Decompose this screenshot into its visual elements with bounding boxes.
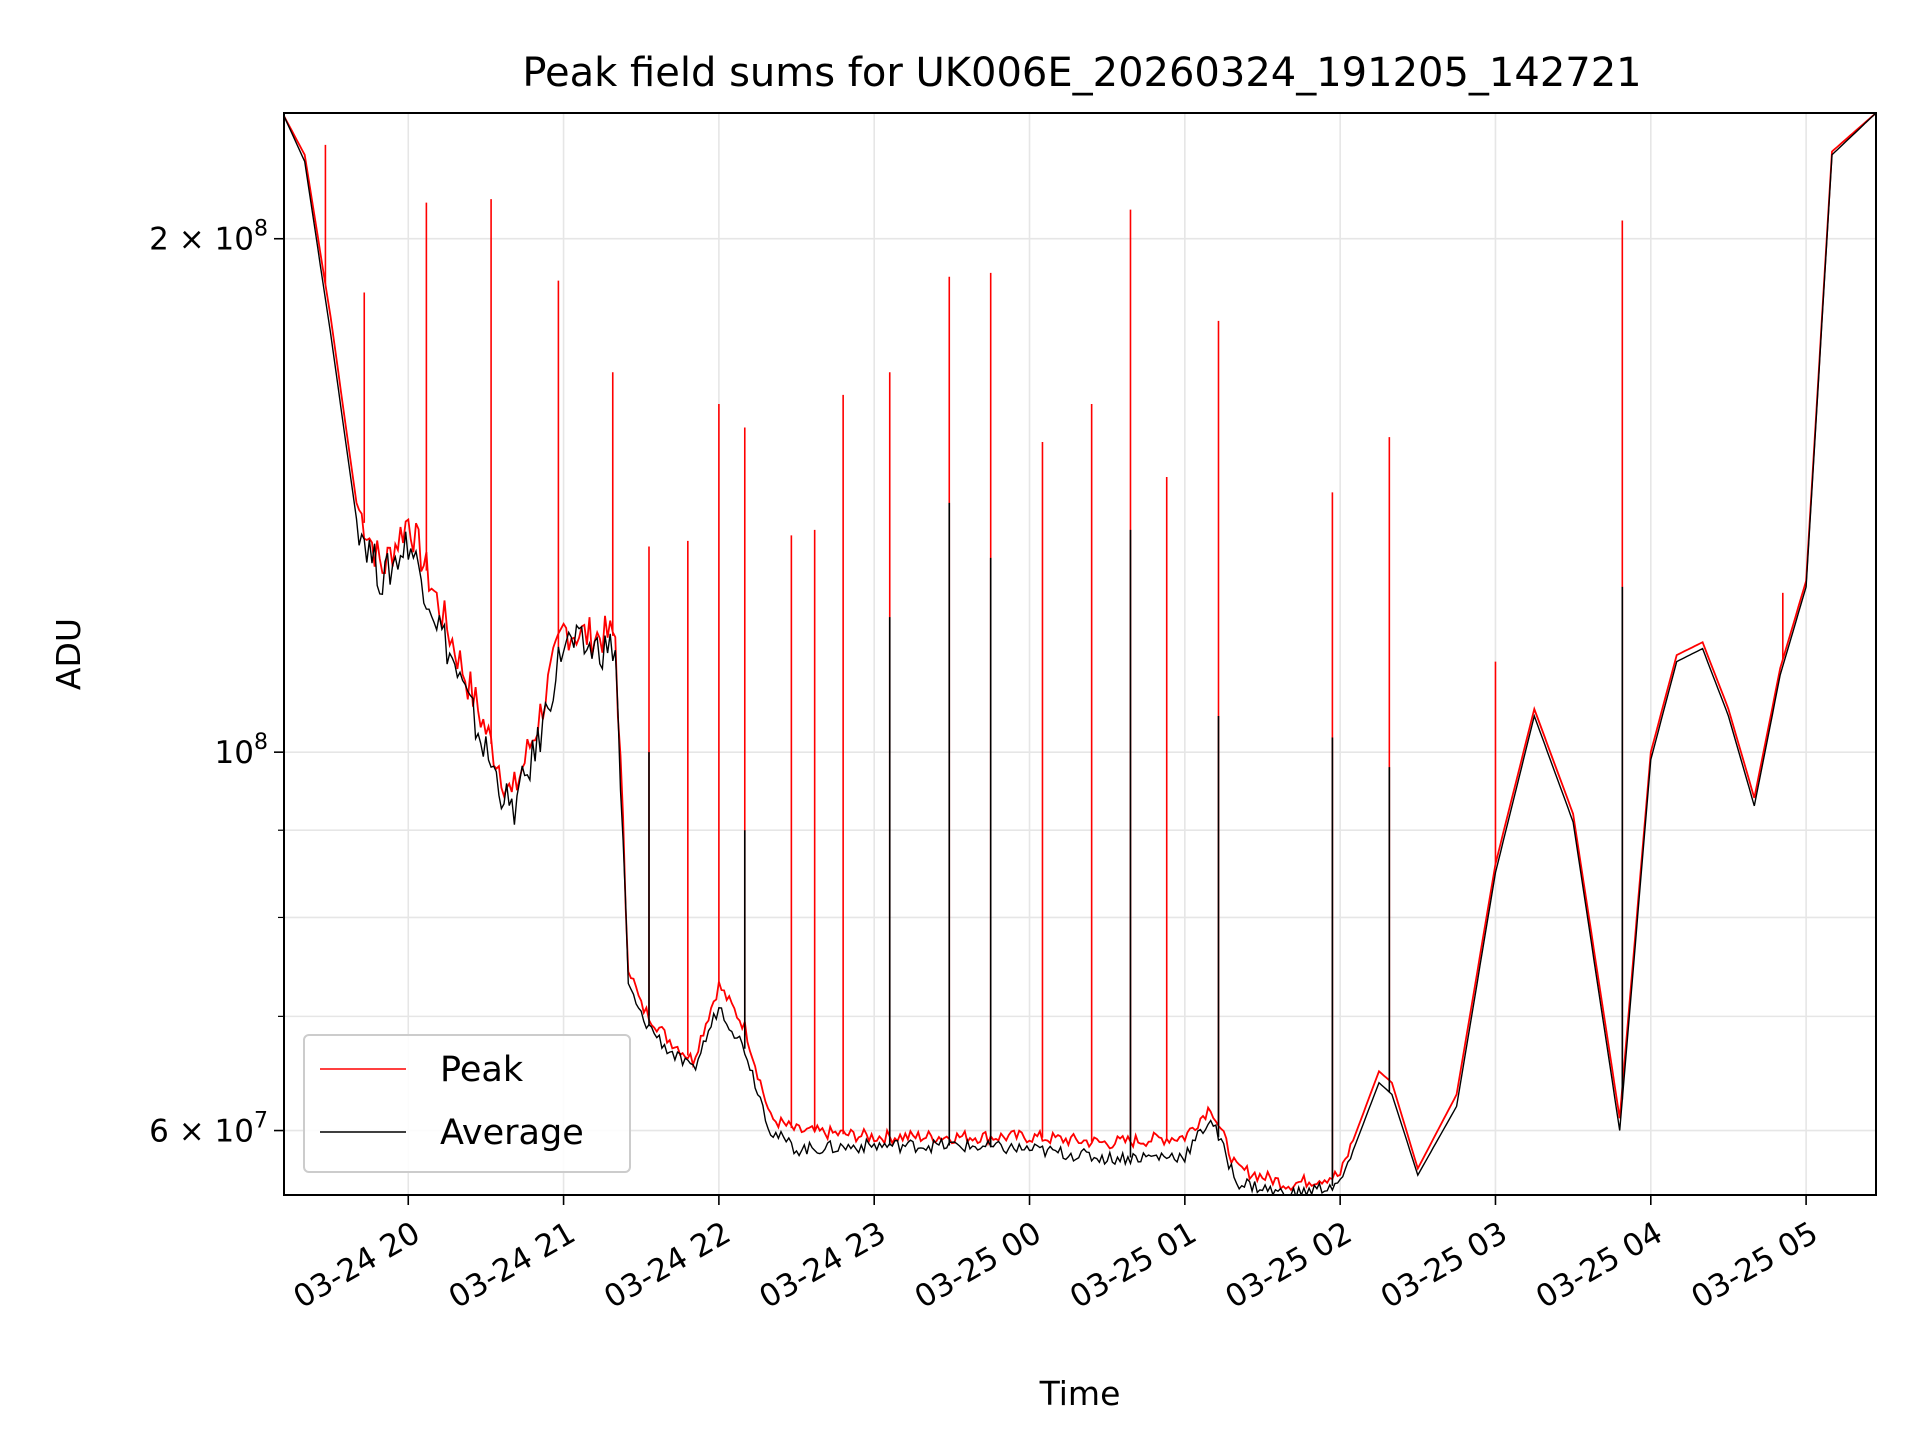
series-line-peak: [284, 113, 1876, 1192]
y-tick-label: 108: [215, 730, 268, 771]
legend-average-label: Average: [440, 1113, 584, 1153]
chart-title: Peak field sums for UK006E_20260324_1912…: [522, 50, 1641, 96]
x-axis-title: Time: [1039, 1374, 1121, 1413]
legend: Peak Average: [303, 1034, 631, 1173]
y-axis-title: ADU: [49, 618, 88, 690]
y-tick-label: 6 × 107: [149, 1109, 268, 1150]
legend-peak-label: Peak: [440, 1050, 524, 1090]
y-axis: 6 × 107 108 2 × 108: [149, 217, 284, 1150]
plot-frame: [283, 112, 1877, 1196]
plot-area: [284, 113, 1876, 1195]
series-average: [284, 113, 1876, 1195]
y-tick-label: 2 × 108: [149, 217, 268, 258]
series-line-average: [284, 113, 1876, 1195]
grid: [284, 113, 1876, 1195]
